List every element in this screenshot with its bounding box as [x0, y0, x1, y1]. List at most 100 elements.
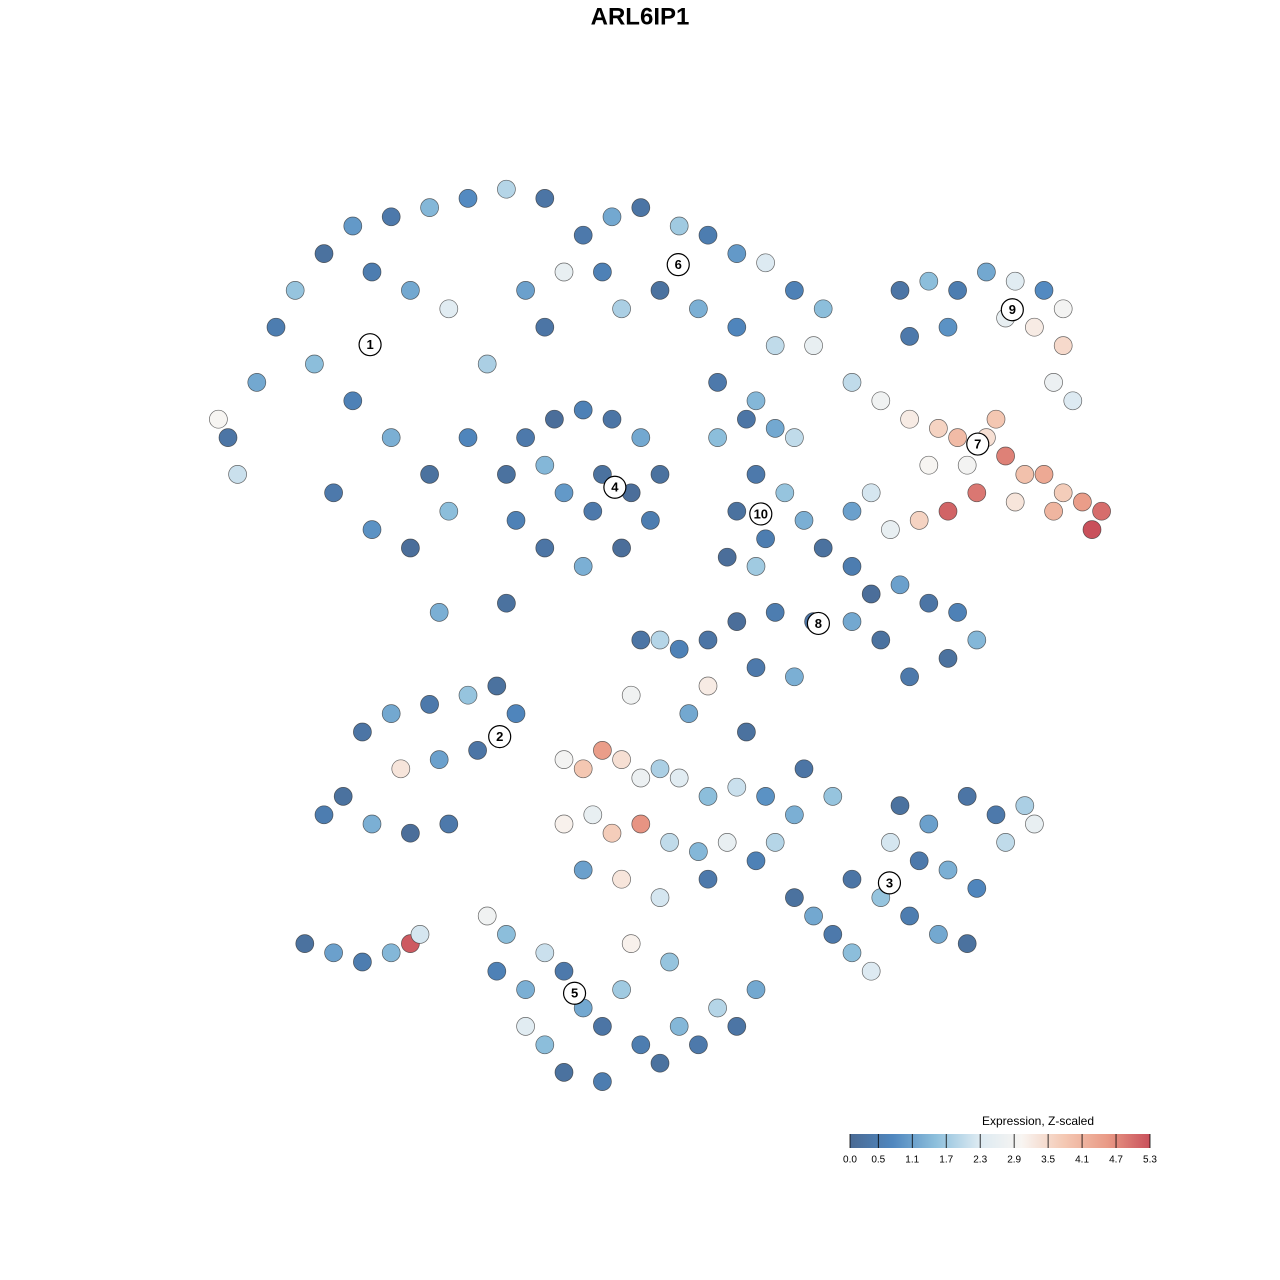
point [343, 391, 363, 411]
cluster-label: 7 [974, 436, 981, 451]
point [381, 207, 401, 227]
point [881, 833, 900, 852]
point [794, 511, 814, 530]
colorbar-tick-label: 4.1 [1075, 1155, 1089, 1166]
point [785, 888, 804, 907]
point [631, 198, 651, 217]
point [612, 299, 631, 319]
point [900, 906, 919, 926]
point [429, 603, 449, 622]
point [535, 538, 555, 558]
point [612, 869, 631, 889]
point [996, 446, 1015, 466]
point [861, 483, 881, 503]
colorbar-tick-label: 2.3 [973, 1155, 987, 1166]
point [900, 409, 919, 429]
point [497, 925, 516, 944]
point [333, 787, 353, 806]
point [593, 1017, 612, 1036]
point [708, 373, 727, 392]
point [890, 281, 910, 300]
point [573, 860, 593, 880]
point [497, 593, 516, 613]
colorbar-tick-label: 2.9 [1007, 1155, 1021, 1166]
point [804, 336, 823, 355]
point [285, 281, 305, 300]
point [381, 704, 401, 723]
point [842, 612, 862, 631]
cluster-label: 3 [886, 875, 893, 890]
point [650, 1053, 670, 1073]
point [362, 520, 382, 539]
point [871, 391, 891, 411]
point [909, 851, 929, 871]
point [573, 557, 593, 576]
point [401, 281, 420, 300]
point [535, 943, 555, 963]
point [727, 777, 747, 797]
point [689, 842, 708, 861]
point [458, 685, 478, 705]
point [593, 262, 612, 282]
point [516, 428, 535, 447]
point [1063, 391, 1083, 411]
point [353, 952, 372, 972]
point [554, 961, 574, 981]
point [650, 888, 670, 907]
point [429, 750, 449, 769]
point [1005, 492, 1025, 512]
point [1034, 465, 1054, 484]
point [785, 805, 804, 825]
point [458, 428, 478, 447]
point [477, 906, 497, 926]
point [401, 823, 420, 843]
point [631, 814, 651, 834]
cluster-badge [666, 253, 690, 277]
cluster-badge [358, 333, 382, 357]
point [420, 198, 439, 217]
point [247, 373, 267, 392]
point [948, 281, 967, 300]
colorbar-tick-label: 4.7 [1109, 1155, 1123, 1166]
point [948, 603, 967, 622]
cluster-labels: 1 2 3 4 5 6 7 8 9 10 [358, 253, 1024, 1005]
point [986, 805, 1006, 825]
point [535, 317, 555, 337]
point [381, 428, 401, 447]
point [861, 961, 881, 981]
point [602, 409, 622, 429]
point [516, 1017, 535, 1036]
point [708, 428, 727, 447]
colorbar-tick-label: 1.7 [939, 1155, 953, 1166]
point [602, 823, 622, 843]
point [938, 860, 958, 880]
point [583, 805, 603, 825]
points [209, 179, 1111, 1091]
point [689, 299, 708, 319]
point [391, 759, 411, 779]
point [1053, 299, 1073, 319]
point [535, 1035, 555, 1055]
point [650, 465, 670, 484]
point [1015, 465, 1035, 484]
point [381, 943, 401, 963]
point [228, 465, 247, 484]
cluster-label: 6 [675, 257, 682, 272]
point [967, 630, 987, 650]
point [698, 787, 718, 806]
point [535, 189, 555, 208]
point [765, 419, 785, 438]
point [1073, 492, 1092, 512]
point [314, 805, 334, 825]
point [439, 501, 459, 521]
point [506, 704, 526, 723]
colorbar-title: Expression, Z-scaled [982, 1114, 1094, 1128]
point [1015, 796, 1035, 815]
colorbar-tick-label: 3.5 [1041, 1155, 1055, 1166]
point [756, 529, 775, 549]
point [708, 998, 727, 1018]
point [573, 225, 593, 245]
point [746, 557, 766, 576]
point [775, 483, 795, 503]
point [612, 750, 631, 769]
